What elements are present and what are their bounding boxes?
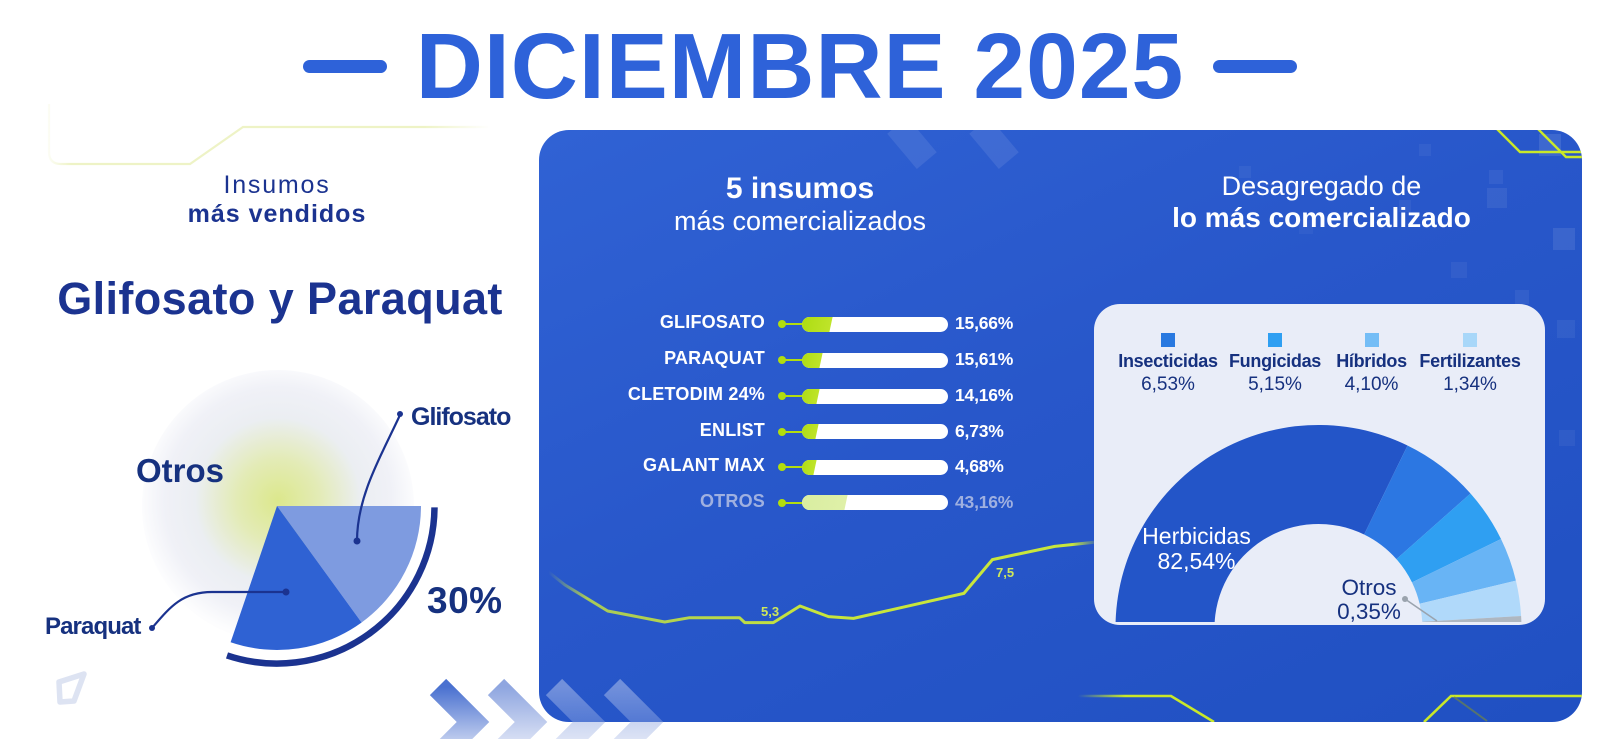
svg-text:5,3: 5,3 (761, 604, 779, 619)
svg-text:7,5: 7,5 (996, 565, 1014, 580)
